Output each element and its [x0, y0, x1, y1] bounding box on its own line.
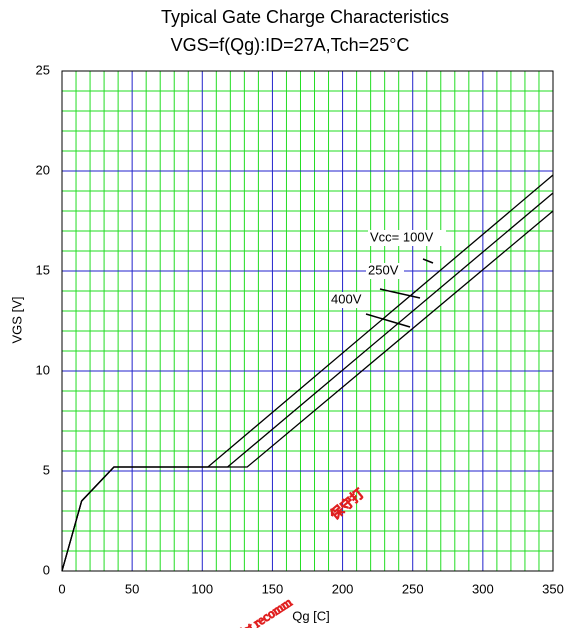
series-label: 250V	[368, 262, 399, 277]
series-label-bg	[366, 263, 404, 279]
x-tick-label: 200	[332, 581, 354, 596]
series-line	[61, 174, 554, 572]
x-tick-label: 50	[125, 581, 139, 596]
y-axis-label: VGS [V]	[9, 297, 24, 344]
grid	[61, 70, 554, 572]
series-label: Vcc= 100V	[370, 229, 434, 244]
y-tick-label: 25	[36, 62, 50, 77]
x-tick-label: 0	[58, 581, 65, 596]
x-tick-label: 150	[262, 581, 284, 596]
chart-subtitle: VGS=f(Qg):ID=27A,Tch=25°C	[171, 35, 410, 55]
series-line	[61, 210, 554, 572]
annotation-pointer	[379, 288, 421, 299]
x-tick-label: 350	[542, 581, 564, 596]
x-tick-label: 100	[191, 581, 213, 596]
annotation-pointer	[422, 258, 434, 264]
series-label-bg	[329, 292, 367, 308]
y-tick-label: 5	[43, 462, 50, 477]
y-tick-label: 0	[43, 562, 50, 577]
y-tick-label: 10	[36, 362, 50, 377]
y-tick-label: 15	[36, 262, 50, 277]
y-tick-label: 20	[36, 162, 50, 177]
plot-frame	[61, 70, 554, 572]
annotation-pointer	[365, 313, 411, 328]
watermark: Not recomm	[231, 594, 294, 628]
x-axis-label: Qg [C]	[292, 608, 330, 623]
chart-title: Typical Gate Charge Characteristics	[161, 7, 449, 27]
series-label: 400V	[331, 291, 362, 306]
series-label-bg	[368, 230, 446, 246]
x-tick-label: 300	[472, 581, 494, 596]
plot: Vcc= 100V 250V 400V	[61, 174, 554, 572]
x-tick-label: 250	[402, 581, 424, 596]
